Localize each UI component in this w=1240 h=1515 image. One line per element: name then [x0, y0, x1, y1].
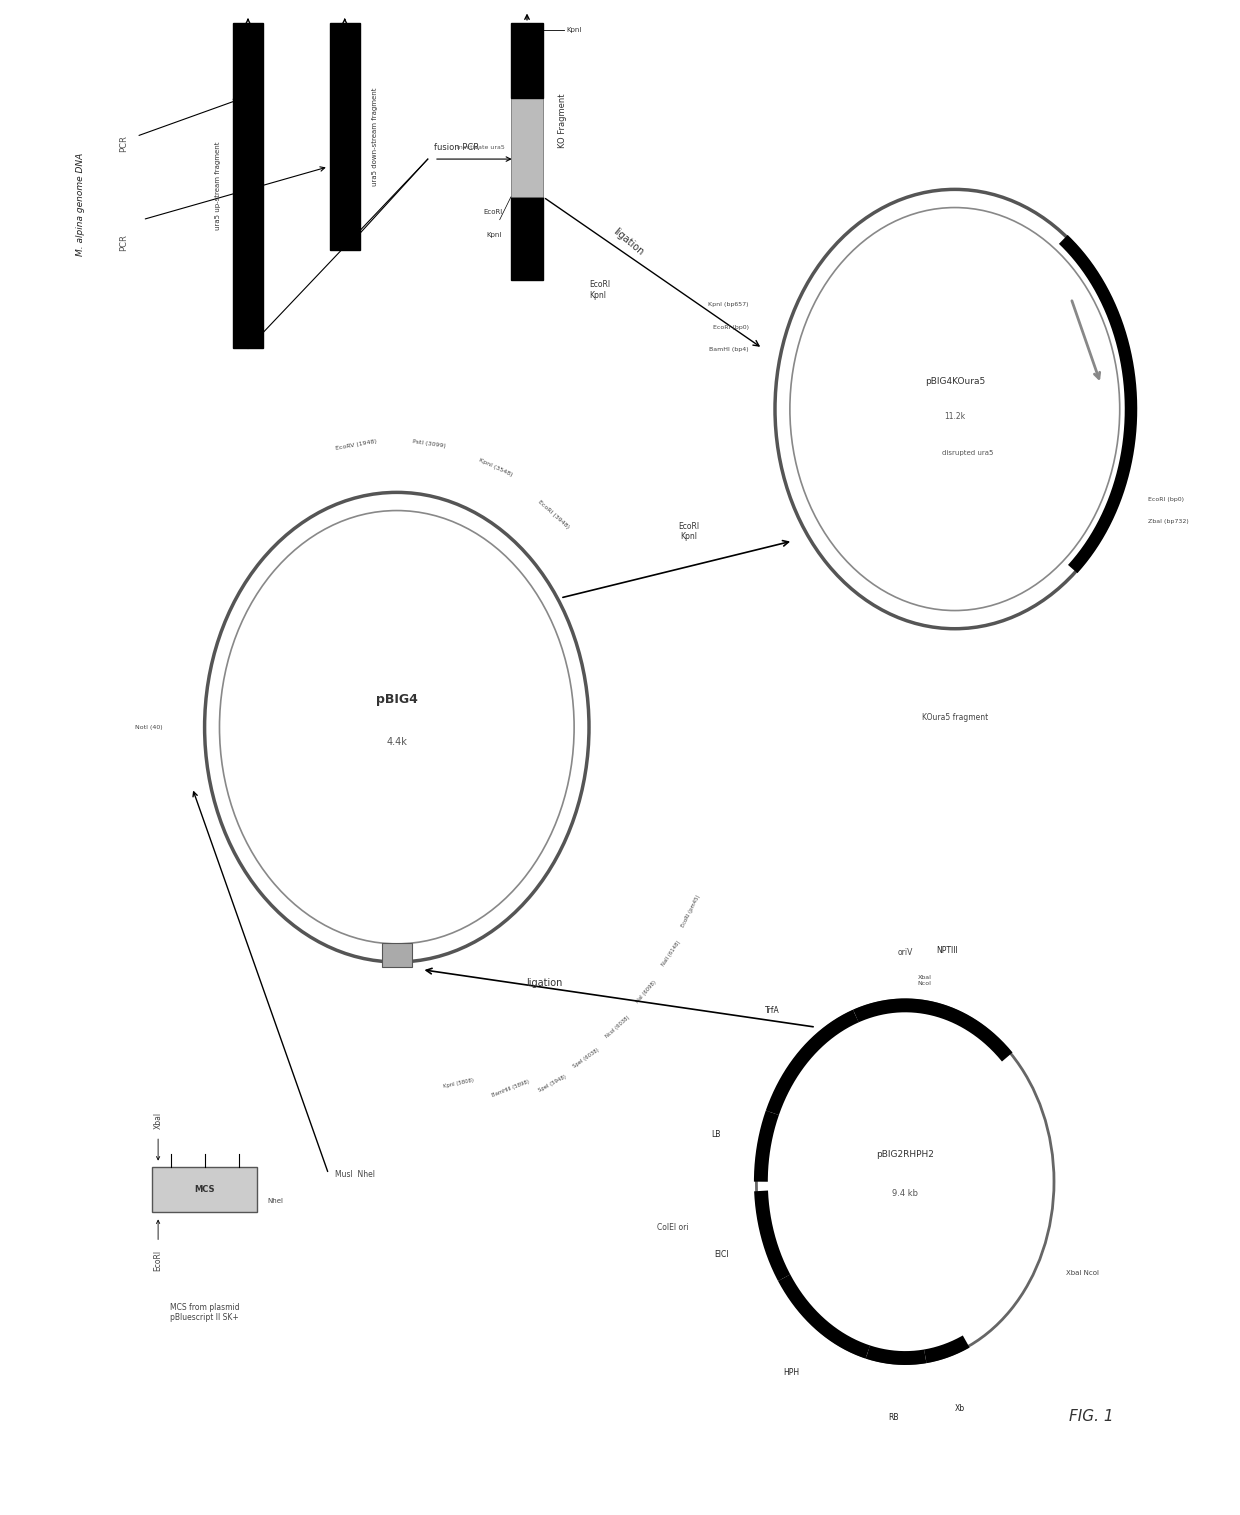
Text: BamHI (bp4): BamHI (bp4) — [709, 347, 749, 353]
Text: PstI (3099): PstI (3099) — [413, 439, 446, 448]
Text: ZbaI (bp732): ZbaI (bp732) — [1148, 520, 1189, 524]
Text: M. alpina genome DNA: M. alpina genome DNA — [76, 153, 86, 256]
Bar — [330, 23, 360, 250]
Text: FIG. 1: FIG. 1 — [1069, 1409, 1114, 1424]
Text: TrfA: TrfA — [765, 1006, 780, 1015]
Text: KpnI (bp657): KpnI (bp657) — [708, 301, 749, 308]
Text: NaI (6098): NaI (6098) — [635, 980, 657, 1004]
Text: MCS from plasmid
pBluescript II SK+: MCS from plasmid pBluescript II SK+ — [170, 1303, 239, 1323]
Text: ura5 down-stream fragment: ura5 down-stream fragment — [372, 86, 378, 186]
Bar — [233, 23, 263, 348]
Text: KpnI: KpnI — [567, 27, 582, 33]
Text: pBIG4KOura5: pBIG4KOura5 — [925, 377, 985, 386]
Text: pBIG4: pBIG4 — [376, 694, 418, 706]
Text: fusion PCR: fusion PCR — [434, 142, 479, 152]
Text: KpnI (3548): KpnI (3548) — [479, 458, 513, 477]
Text: KOura5 fragment: KOura5 fragment — [921, 712, 988, 721]
Text: SpeI (6038): SpeI (6038) — [573, 1047, 600, 1070]
Text: ligation: ligation — [611, 227, 645, 258]
Text: KpnI (5808): KpnI (5808) — [443, 1077, 475, 1089]
Text: EcoRI (3948): EcoRI (3948) — [537, 498, 570, 530]
Bar — [382, 942, 412, 967]
Bar — [511, 23, 543, 98]
Text: 4.4k: 4.4k — [387, 738, 407, 747]
Text: XbaI NcoI: XbaI NcoI — [1066, 1270, 1100, 1276]
Text: ElCl: ElCl — [714, 1250, 728, 1259]
Text: EcoRI: EcoRI — [482, 209, 502, 215]
Text: Xb: Xb — [955, 1404, 965, 1413]
Text: BamHIII (5898): BamHIII (5898) — [491, 1080, 529, 1098]
Text: XbaI: XbaI — [154, 1112, 162, 1129]
Text: ligation: ligation — [526, 979, 563, 988]
Text: pBIG2RHPH2: pBIG2RHPH2 — [877, 1150, 934, 1159]
Text: RB: RB — [888, 1413, 899, 1423]
Text: SpeI (5948): SpeI (5948) — [537, 1074, 567, 1094]
Text: KpnI: KpnI — [487, 232, 502, 238]
Text: EcoRI (bp0): EcoRI (bp0) — [1148, 497, 1184, 501]
Text: 9.4 kb: 9.4 kb — [893, 1189, 918, 1198]
Text: MusI  NheI: MusI NheI — [335, 1170, 374, 1179]
Text: PCR: PCR — [119, 135, 129, 153]
Bar — [511, 197, 543, 280]
Text: XbaI
NcoI: XbaI NcoI — [918, 976, 931, 986]
Text: NaII (6148): NaII (6148) — [661, 939, 681, 967]
Text: disrupted ura5: disrupted ura5 — [941, 450, 993, 456]
Text: KO Fragment: KO Fragment — [558, 94, 567, 148]
Text: PCR: PCR — [119, 233, 129, 251]
Text: EcoRV (1948): EcoRV (1948) — [335, 439, 377, 451]
Text: EcoRI: EcoRI — [154, 1250, 162, 1271]
Text: LB: LB — [711, 1130, 720, 1139]
Text: NcoI (6038): NcoI (6038) — [605, 1015, 631, 1039]
Bar — [511, 98, 543, 197]
Text: ColEl ori: ColEl ori — [656, 1223, 688, 1232]
Text: ura5 up-stream fragment: ura5 up-stream fragment — [215, 141, 221, 230]
Text: EcoRI (pm45): EcoRI (pm45) — [681, 894, 702, 927]
Text: 11.2k: 11.2k — [944, 412, 966, 421]
Text: NPTIII: NPTIII — [936, 947, 959, 956]
Text: NheI: NheI — [268, 1198, 283, 1203]
Text: inactivate ura5: inactivate ura5 — [456, 145, 505, 150]
Text: oriV: oriV — [898, 948, 913, 957]
Text: EcoRI
KpnI: EcoRI KpnI — [589, 280, 610, 300]
Text: NotI (40): NotI (40) — [135, 724, 162, 730]
Text: EcoRI (bp0): EcoRI (bp0) — [713, 324, 749, 330]
Text: MCS: MCS — [195, 1185, 215, 1194]
Bar — [151, 1167, 258, 1212]
Text: HPH: HPH — [784, 1368, 800, 1377]
Text: EcoRI
KpnI: EcoRI KpnI — [678, 521, 699, 541]
